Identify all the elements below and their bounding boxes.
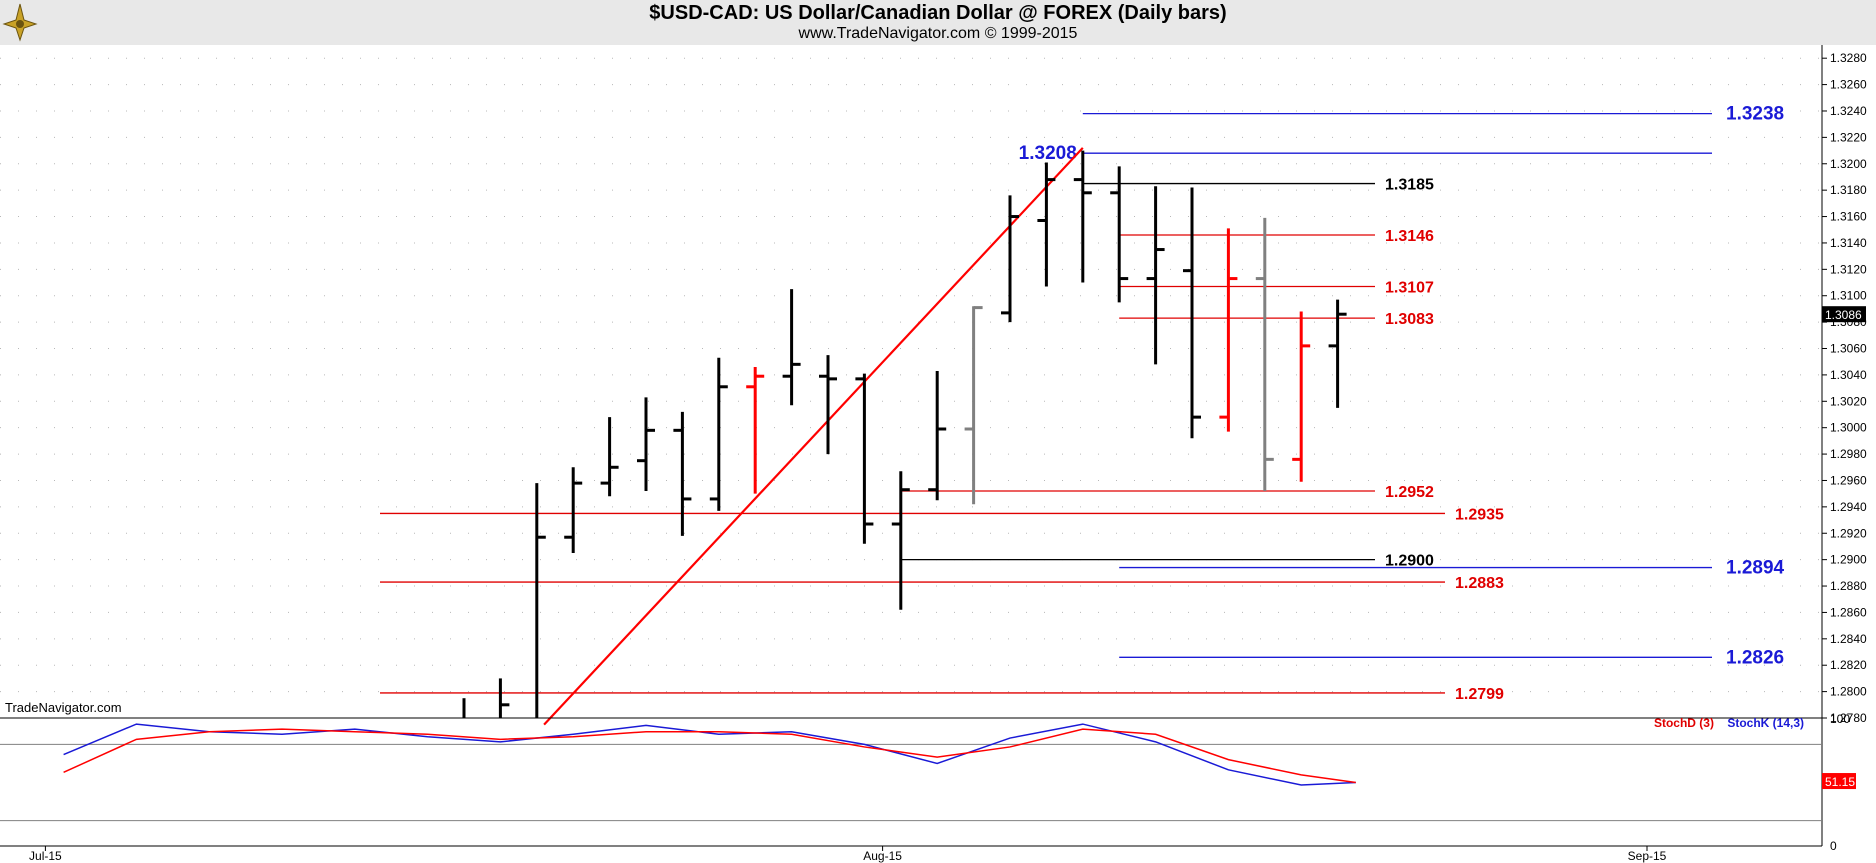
y-tick-label: 1.2780 (1830, 711, 1867, 725)
x-tick-label: Aug-15 (863, 849, 902, 863)
y-tick-label: 1.3060 (1830, 342, 1867, 356)
ohlc-bar (1328, 299, 1347, 408)
level-label: 1.3238 (1726, 104, 1784, 125)
stoch-k-line (63, 723, 1356, 786)
y-tick-label: 1.3100 (1830, 289, 1867, 303)
level-label: 1.3107 (1385, 279, 1434, 296)
level-label: 1.2952 (1385, 484, 1434, 501)
stochastic-panel: 100 0 51.15 (0, 712, 1856, 853)
level-label: 1.3083 (1385, 311, 1434, 328)
y-tick-label: 1.2880 (1830, 579, 1867, 593)
y-tick-label: 1.3020 (1830, 394, 1867, 408)
ohlc-bar (1146, 186, 1165, 365)
stoch-d-line (63, 728, 1356, 784)
level-label: 1.3208 (1019, 143, 1077, 164)
watermark: TradeNavigator.com (5, 700, 122, 715)
last-price-box (1822, 306, 1866, 323)
ohlc-bar (564, 467, 583, 554)
stoch-last-label: 51.15 (1825, 775, 1855, 789)
ohlc-bar (891, 471, 910, 610)
level-label: 1.2799 (1455, 686, 1504, 703)
level-label: 1.2935 (1455, 506, 1504, 523)
level-label: 1.3185 (1385, 177, 1434, 194)
y-tick-label: 1.3180 (1830, 183, 1867, 197)
stoch-k-legend: StochK (14,3) (1727, 716, 1804, 730)
chart-subtitle: www.TradeNavigator.com © 1999-2015 (798, 25, 1078, 42)
trendline-segment (543, 147, 1084, 726)
ohlc-bar (964, 306, 983, 505)
y-tick-label: 1.2820 (1830, 658, 1867, 672)
y-tick-label: 1.2980 (1830, 447, 1867, 461)
x-tick-label: Sep-15 (1628, 849, 1667, 863)
y-tick-label: 1.3220 (1830, 130, 1867, 144)
ohlc-bar (637, 397, 655, 492)
stoch-last-box (1822, 773, 1856, 790)
y-tick-label: 1.2840 (1830, 632, 1867, 646)
stoch-tick-label: 100 (1830, 712, 1850, 726)
ohlc-bar (600, 417, 619, 497)
ohlc-bar (1001, 195, 1019, 323)
level-label: 1.2883 (1455, 575, 1504, 592)
ohlc-bar (1292, 311, 1311, 482)
ohlc-bar (498, 678, 510, 718)
ohlc-bar (855, 373, 874, 544)
ohlc-bar (1183, 187, 1201, 439)
level-label: 1.2826 (1726, 647, 1784, 668)
indicator-legend: StochD (3) StochK (14,3) (1654, 716, 1804, 730)
ohlc-bar (673, 411, 692, 536)
ohlc-bar (1037, 162, 1056, 287)
ohlc-bar (709, 357, 728, 511)
y-tick-label: 1.2920 (1830, 526, 1867, 540)
ohlc-bar (928, 370, 947, 501)
ohlc-bar (535, 483, 546, 718)
y-tick-label: 1.2860 (1830, 605, 1867, 619)
ohlc-bar (1255, 217, 1274, 492)
y-tick-label: 1.3000 (1830, 421, 1867, 435)
ohlc-bar (819, 355, 837, 455)
level-label: 1.2894 (1726, 558, 1785, 579)
y-tick-label: 1.2800 (1830, 685, 1867, 699)
y-tick-label: 1.2960 (1830, 473, 1867, 487)
y-tick-label: 1.3140 (1830, 236, 1867, 250)
stoch-d-legend: StochD (3) (1653, 716, 1714, 730)
ohlc-bars (462, 150, 1347, 718)
header-band (0, 0, 1876, 45)
chart-title: $USD-CAD: US Dollar/Canadian Dollar @ FO… (649, 2, 1227, 24)
stoch-tick-label: 0 (1830, 839, 1837, 853)
y-tick-label: 1.3120 (1830, 262, 1867, 276)
ohlc-bar (746, 366, 765, 494)
price-axis: 1.2780 1.2800 1.2820 1.2840 1.2860 1.2880 1.29… (0, 45, 1867, 847)
level-label: 1.3146 (1385, 228, 1434, 245)
date-axis: Jul-15 Aug-15 Sep-15 (29, 846, 1667, 863)
level-label: 1.2900 (1385, 553, 1434, 570)
trendline (543, 147, 1084, 726)
ohlc-bar (1073, 150, 1092, 283)
ohlc-bar (1219, 228, 1238, 432)
y-tick-label: 1.3040 (1830, 368, 1867, 382)
y-tick-label: 1.3160 (1830, 210, 1867, 224)
price-levels: 1.3238 1.3208 1.3185 1.3146 1.3107 1.3083 1.29… (380, 104, 1785, 703)
ohlc-bar (782, 289, 801, 406)
x-tick-label: Jul-15 (29, 849, 62, 863)
ohlc-bar (1110, 166, 1129, 303)
y-tick-label: 1.3280 (1830, 51, 1867, 65)
last-price-label: 1.3086 (1825, 308, 1862, 322)
logo-icon (2, 2, 38, 42)
y-tick-label: 1.3240 (1830, 104, 1867, 118)
y-tick-label: 1.3260 (1830, 78, 1867, 92)
y-tick-label: 1.2900 (1830, 553, 1867, 567)
y-tick-label: 1.2940 (1830, 500, 1867, 514)
y-tick-label: 1.3200 (1830, 157, 1867, 171)
